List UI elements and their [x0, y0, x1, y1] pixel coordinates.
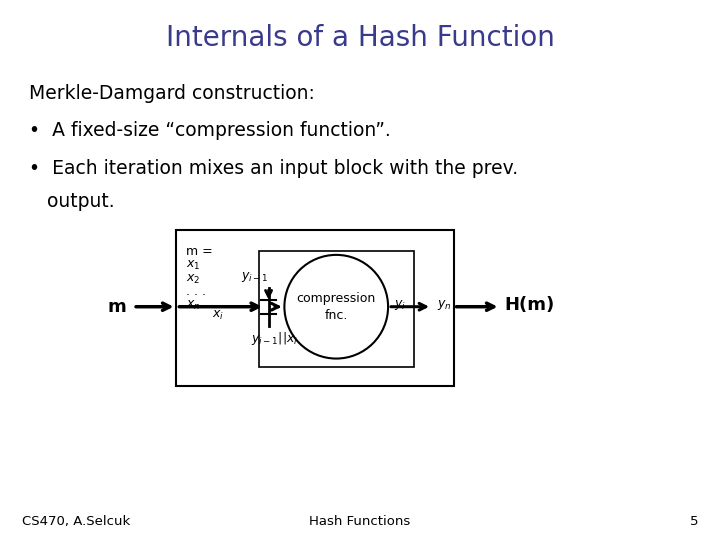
Bar: [176, 230, 454, 386]
Text: H(m): H(m): [504, 296, 554, 314]
Text: $x_2$: $x_2$: [186, 273, 200, 286]
Text: compression
fnc.: compression fnc.: [297, 292, 376, 322]
Text: •  A fixed-size “compression function”.: • A fixed-size “compression function”.: [29, 122, 390, 140]
Text: Merkle-Damgard construction:: Merkle-Damgard construction:: [29, 84, 315, 103]
Text: . . .: . . .: [186, 285, 206, 298]
Text: $y_n$: $y_n$: [437, 298, 451, 312]
Text: m: m: [107, 298, 126, 316]
Text: m =: m =: [186, 245, 212, 258]
Text: $y_{i-1}$: $y_{i-1}$: [241, 269, 269, 284]
Text: $x_i$: $x_i$: [212, 309, 224, 322]
Ellipse shape: [284, 255, 388, 359]
Text: 5: 5: [690, 515, 698, 528]
Text: $x_n$: $x_n$: [186, 299, 200, 312]
Text: Hash Functions: Hash Functions: [310, 515, 410, 528]
Text: output.: output.: [29, 192, 114, 211]
Text: $x_1$: $x_1$: [186, 259, 200, 272]
Text: Internals of a Hash Function: Internals of a Hash Function: [166, 24, 554, 52]
Text: •  Each iteration mixes an input block with the prev.: • Each iteration mixes an input block wi…: [29, 159, 518, 178]
Text: CS470, A.Selcuk: CS470, A.Selcuk: [22, 515, 130, 528]
Text: $y_{i-1}||x_i$: $y_{i-1}||x_i$: [251, 330, 297, 347]
Text: $y_i$: $y_i$: [394, 298, 406, 312]
Bar: [259, 251, 414, 367]
